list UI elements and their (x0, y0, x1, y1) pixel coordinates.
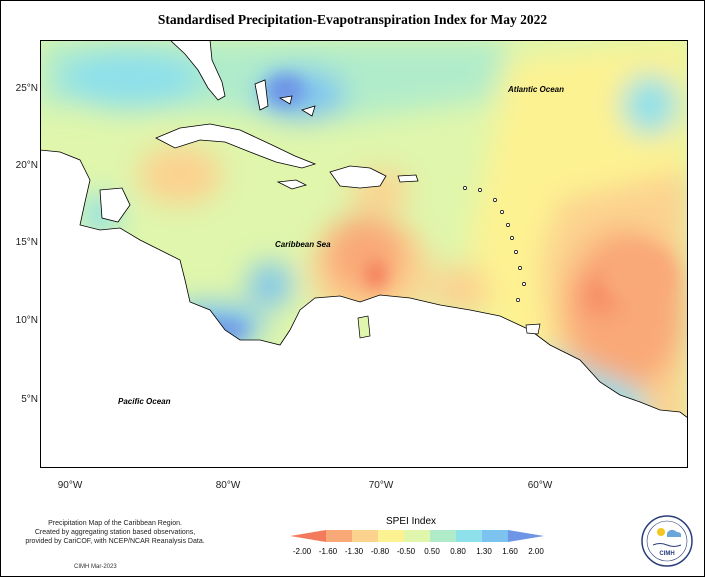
legend-tick-label: -1.60 (318, 547, 338, 556)
lon-label-80: 80°W (215, 480, 241, 491)
lat-label-25: 25°N (15, 83, 38, 94)
legend-tick-label: -1.30 (344, 547, 364, 556)
legend-swatch (290, 530, 326, 542)
spei-field (40, 40, 688, 468)
legend-tick-label: -0.50 (396, 547, 416, 556)
legend-tick-label: 1.60 (502, 547, 518, 556)
legend-colorbar (290, 530, 544, 542)
footer-line-3: provided by CariCOF, with NCEP/NCAR Rean… (25, 538, 205, 545)
legend-swatch (326, 530, 353, 542)
footer-credit: CIMH Mar-2023 (74, 564, 117, 570)
lon-label-70: 70°W (368, 480, 394, 491)
legend-tick-label: 0.80 (450, 547, 466, 556)
lat-label-5: 5°N (21, 394, 38, 405)
legend-swatch (352, 530, 379, 542)
legend-swatch (378, 530, 405, 542)
legend-swatch (482, 530, 509, 542)
legend-swatch (430, 530, 457, 542)
lat-label-10: 10°N (15, 315, 38, 326)
atlantic-ocean-label: Atlantic Ocean (507, 85, 564, 94)
lon-label-90: 90°W (57, 480, 83, 491)
footer-line-1: Precipitation Map of the Caribbean Regio… (48, 520, 182, 527)
map-title: Standardised Precipitation-Evapotranspir… (157, 12, 548, 27)
caribbean-sea-label: Caribbean Sea (275, 240, 331, 249)
legend-swatch (456, 530, 483, 542)
lat-label-15: 15°N (15, 237, 38, 248)
legend-title: SPEI Index (386, 516, 437, 527)
footer-line-2: Created by aggregating station based obs… (34, 529, 196, 536)
lat-label-20: 20°N (15, 160, 38, 171)
pacific-ocean-label: Pacific Ocean (118, 397, 171, 406)
cimh-logo: CIMH (641, 515, 693, 567)
logo-text: CIMH (659, 551, 674, 557)
legend-tick-label: 1.30 (476, 547, 492, 556)
legend-swatch (404, 530, 431, 542)
legend-tick-label: -0.80 (370, 547, 390, 556)
legend-tick-labels: -2.00 -1.60 -1.30 -0.80 -0.50 0.50 0.80 1.30 1.6… (290, 547, 550, 559)
legend-tick-label: 0.50 (424, 547, 440, 556)
legend-tick-label: 2.00 (528, 547, 544, 556)
footer-description: Precipitation Map of the Caribbean Regio… (0, 519, 230, 546)
spei-map: Atlantic Ocean Caribbean Sea Pacific Oce… (40, 40, 688, 468)
legend-tick-label: -2.00 (292, 547, 312, 556)
land-outlines (40, 40, 688, 468)
lon-label-60: 60°W (527, 480, 553, 491)
legend-swatch (508, 530, 544, 542)
